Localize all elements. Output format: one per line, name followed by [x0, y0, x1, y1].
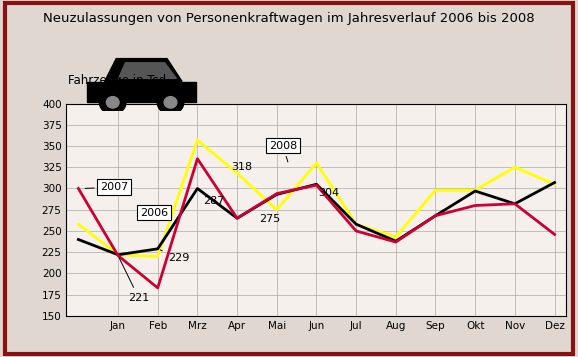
Text: 318: 318 — [231, 162, 252, 172]
Circle shape — [157, 90, 184, 114]
Circle shape — [99, 90, 126, 114]
Circle shape — [164, 97, 177, 108]
Text: 229: 229 — [160, 250, 189, 263]
Polygon shape — [105, 59, 182, 81]
Polygon shape — [118, 63, 176, 79]
Text: 287: 287 — [203, 196, 225, 206]
Text: 221: 221 — [119, 258, 149, 303]
Text: 2006: 2006 — [140, 208, 168, 218]
Text: 304: 304 — [318, 188, 339, 198]
Text: 2008: 2008 — [269, 141, 297, 162]
Polygon shape — [87, 81, 196, 102]
Text: Neuzulassungen von Personenkraftwagen im Jahresverlauf 2006 bis 2008: Neuzulassungen von Personenkraftwagen im… — [43, 12, 535, 25]
Text: 2007: 2007 — [85, 182, 128, 192]
Text: 275: 275 — [259, 215, 280, 225]
Text: Fahrzeuge in Tsd.: Fahrzeuge in Tsd. — [68, 75, 170, 87]
Circle shape — [106, 97, 119, 108]
